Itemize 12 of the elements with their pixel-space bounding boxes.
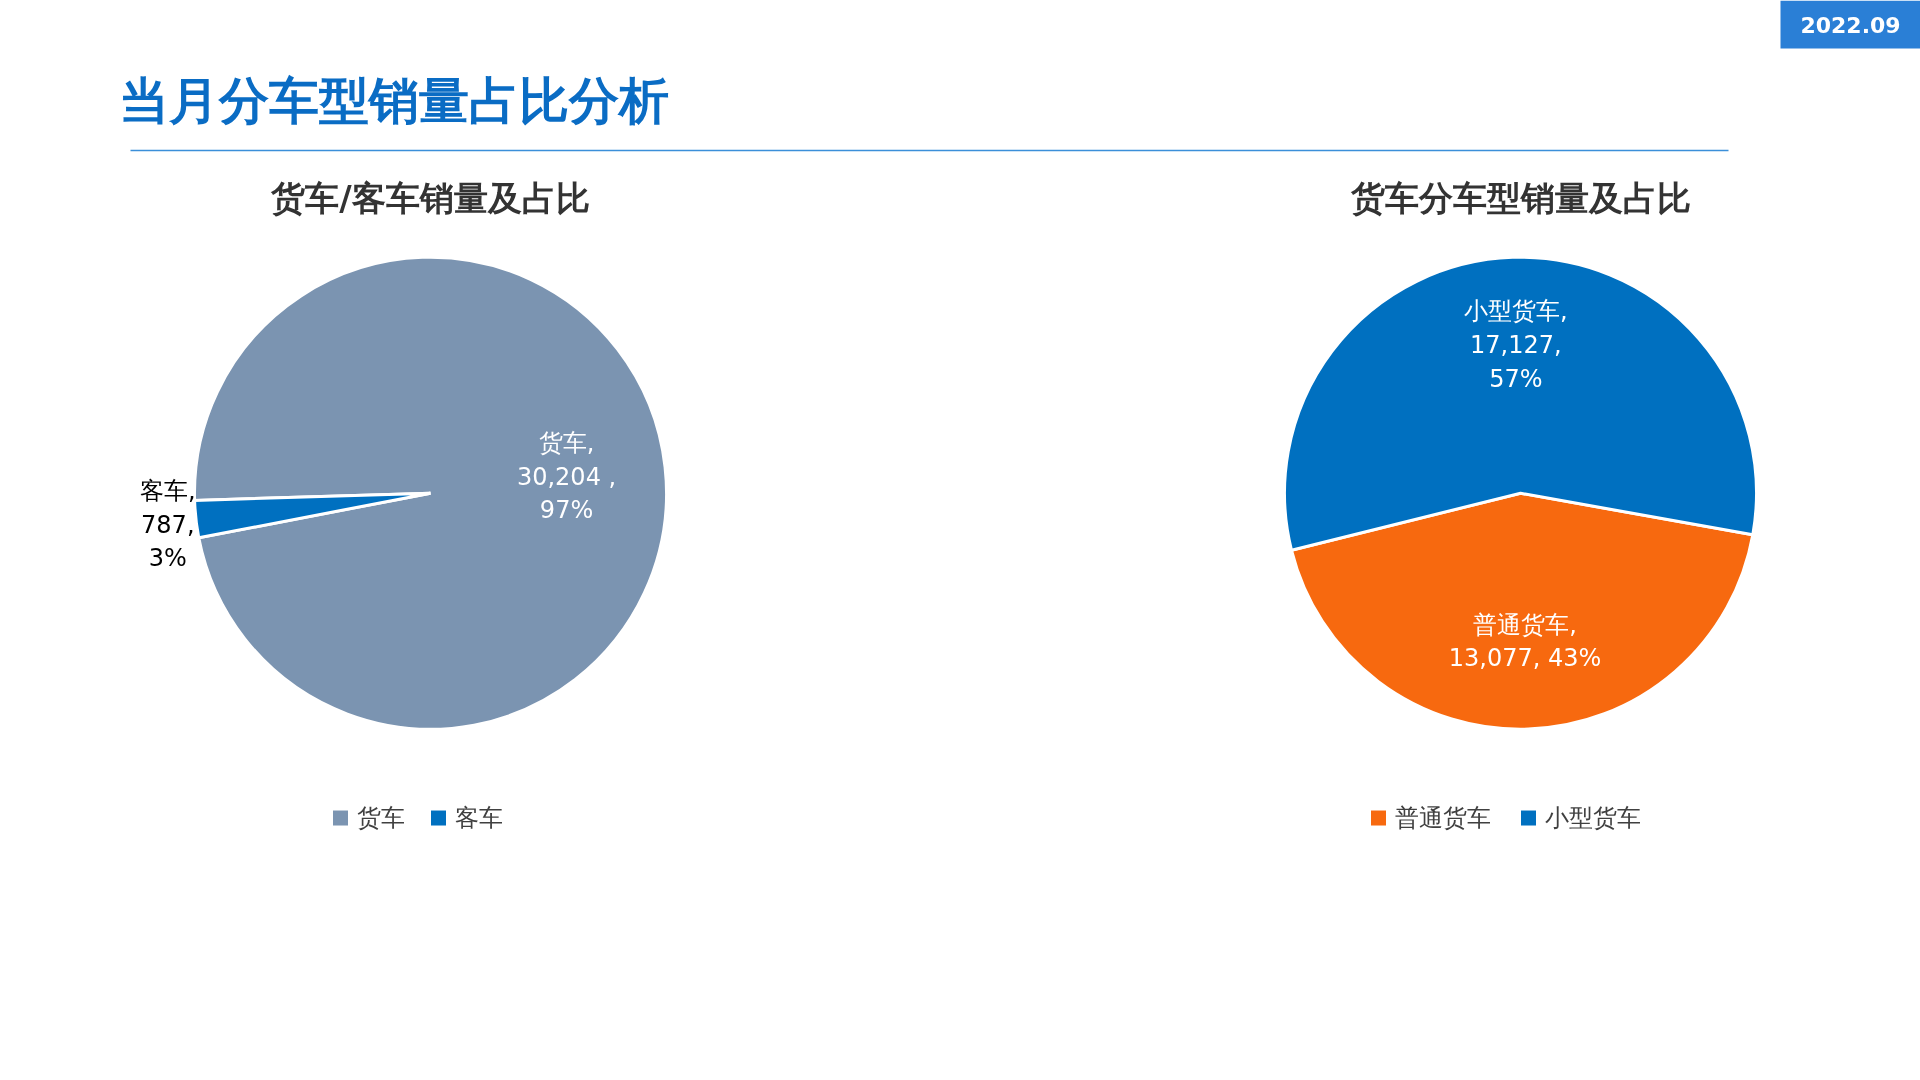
data-label: 普通货车, 13,077, 43%	[1448, 610, 1602, 673]
legend-label: 货车	[356, 804, 405, 833]
data-label: 小型货车, 17,127, 57%	[1464, 297, 1568, 393]
legend-label: 普通货车	[1394, 804, 1491, 833]
text: 当月分车型销量占比分析	[118, 71, 669, 130]
chart-title: 货车/客车销量及占比	[270, 177, 590, 218]
legend-label: 小型货车	[1544, 804, 1641, 833]
chart-title: 货车分车型销量及占比	[1349, 177, 1691, 218]
text: 2022.09	[1800, 12, 1901, 38]
data-label: 货车, 30,204 , 97%	[516, 429, 617, 525]
legend-label: 客车	[454, 804, 503, 833]
data-label: 客车, 787, 3%	[139, 477, 196, 573]
